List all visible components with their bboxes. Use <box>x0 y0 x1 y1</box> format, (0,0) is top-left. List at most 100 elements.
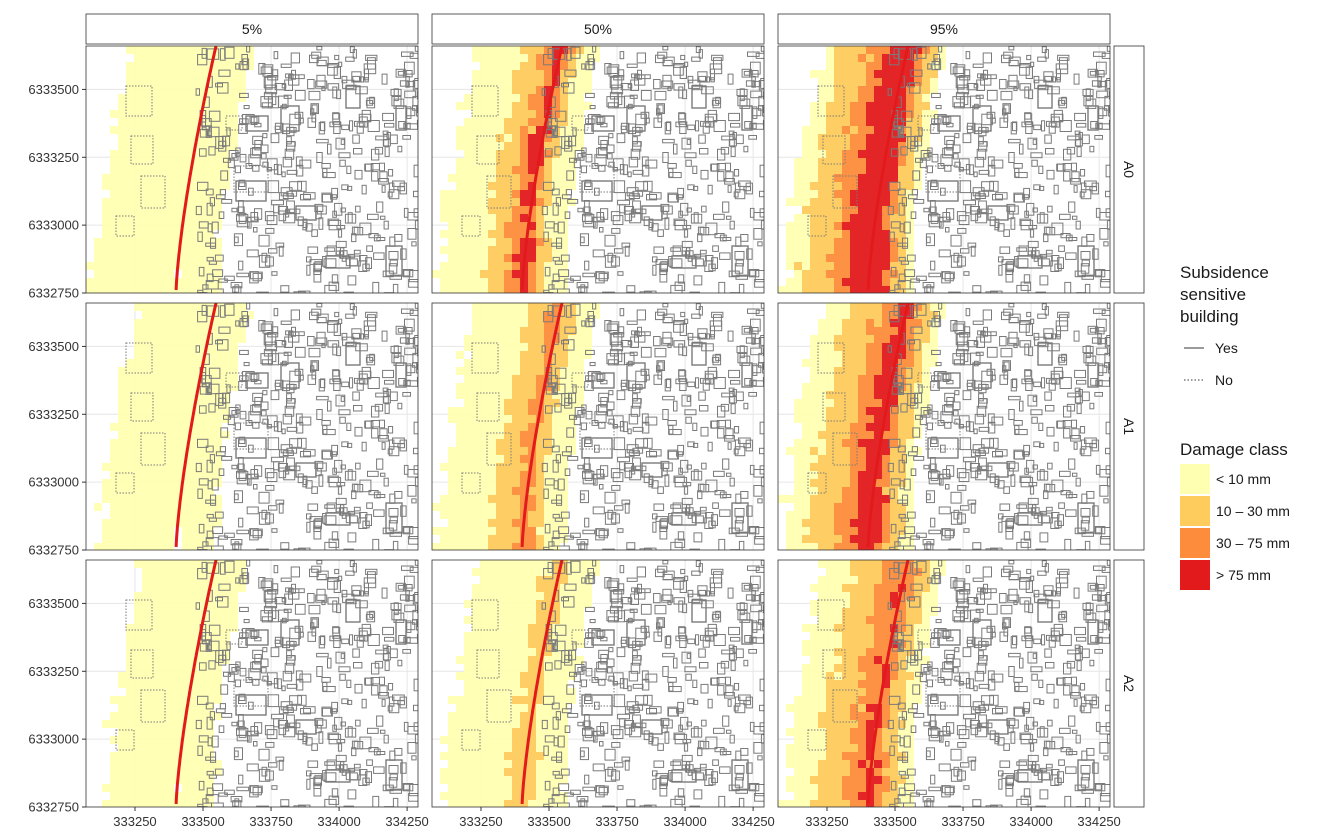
damage-cell <box>102 262 110 270</box>
building-sensitive <box>753 212 764 221</box>
building-sensitive <box>419 440 430 451</box>
building-sensitive <box>311 104 318 114</box>
damage-cell <box>866 46 874 54</box>
damage-cell <box>126 399 134 407</box>
building-sensitive <box>718 538 726 550</box>
damage-cell <box>464 487 472 495</box>
damage-cell <box>826 206 834 214</box>
damage-cell <box>496 150 504 158</box>
building-non-sensitive <box>115 472 135 494</box>
damage-cell <box>190 206 198 214</box>
damage-cell <box>448 527 456 535</box>
building-sensitive <box>583 463 591 474</box>
building-sensitive <box>942 147 954 159</box>
building-sensitive <box>627 428 632 435</box>
building-sensitive <box>286 393 292 402</box>
damage-cell <box>142 447 150 455</box>
damage-cell <box>552 206 560 214</box>
damage-cell <box>850 327 858 335</box>
damage-cell <box>552 463 560 471</box>
damage-cell <box>568 303 576 311</box>
building-sensitive <box>345 313 355 319</box>
damage-cell <box>520 70 528 78</box>
building-sensitive <box>629 351 638 356</box>
damage-cell <box>166 351 174 359</box>
damage-cell <box>142 286 150 293</box>
building-sensitive <box>566 170 575 181</box>
damage-cell <box>214 311 222 319</box>
building-sensitive <box>1071 171 1080 183</box>
damage-cell <box>496 439 504 447</box>
damage-cell <box>126 286 134 293</box>
building-sensitive <box>195 88 200 96</box>
building-sensitive <box>1045 227 1056 236</box>
damage-cell <box>206 359 214 367</box>
building-sensitive <box>973 83 979 89</box>
building-sensitive <box>661 80 674 89</box>
building-sensitive <box>238 124 248 134</box>
damage-cell <box>126 70 134 78</box>
damage-cell <box>560 447 568 455</box>
building-sensitive <box>324 247 336 252</box>
damage-cell <box>794 182 802 190</box>
damage-cell <box>456 495 464 503</box>
damage-cell <box>874 62 882 70</box>
damage-cell <box>190 343 198 351</box>
damage-cell <box>794 158 802 166</box>
damage-cell <box>898 375 906 383</box>
building-sensitive <box>388 182 395 193</box>
damage-cell <box>198 495 206 503</box>
damage-cell <box>488 126 496 134</box>
building-sensitive <box>352 391 360 401</box>
building-sensitive <box>338 152 351 159</box>
building-sensitive <box>698 49 703 59</box>
building-sensitive <box>280 542 290 550</box>
building-sensitive <box>734 251 745 260</box>
building-sensitive <box>910 278 920 283</box>
damage-cell <box>528 495 536 503</box>
building-sensitive <box>403 526 411 534</box>
panel-a0-1 <box>431 45 765 294</box>
damage-cell <box>874 399 882 407</box>
damage-cell <box>906 182 914 190</box>
damage-cell <box>150 399 158 407</box>
damage-cell <box>568 62 576 70</box>
damage-cell <box>158 447 166 455</box>
building-sensitive <box>401 308 414 314</box>
damage-cell <box>134 86 142 94</box>
building-sensitive <box>738 540 745 550</box>
damage-cell <box>480 351 488 359</box>
damage-cell <box>182 150 190 158</box>
building-sensitive <box>925 291 930 293</box>
damage-cell <box>206 391 214 399</box>
damage-cell <box>214 471 222 479</box>
building-sensitive <box>641 421 650 434</box>
damage-cell <box>882 126 890 134</box>
damage-cell <box>528 399 536 407</box>
building-sensitive <box>994 218 1000 231</box>
damage-cell <box>850 270 858 278</box>
damage-cell <box>874 158 882 166</box>
damage-cell <box>504 479 512 487</box>
damage-cell <box>182 214 190 222</box>
damage-cell <box>174 158 182 166</box>
building-sensitive <box>541 345 546 353</box>
damage-cell <box>110 286 118 293</box>
damage-cell <box>440 286 448 293</box>
building-sensitive <box>271 528 278 533</box>
damage-cell <box>842 62 850 70</box>
damage-cell <box>134 278 142 286</box>
building-sensitive <box>657 486 664 494</box>
building-sensitive <box>1108 91 1110 100</box>
building-sensitive <box>732 389 737 396</box>
building-sensitive <box>541 88 546 96</box>
damage-cell <box>134 487 142 495</box>
damage-cell <box>480 70 488 78</box>
damage-cell <box>198 254 206 262</box>
damage-cell <box>118 415 126 423</box>
damage-cell <box>560 319 568 327</box>
building-sensitive <box>933 54 940 66</box>
damage-cell <box>906 70 914 78</box>
damage-cell <box>858 246 866 254</box>
building-sensitive <box>748 392 757 397</box>
